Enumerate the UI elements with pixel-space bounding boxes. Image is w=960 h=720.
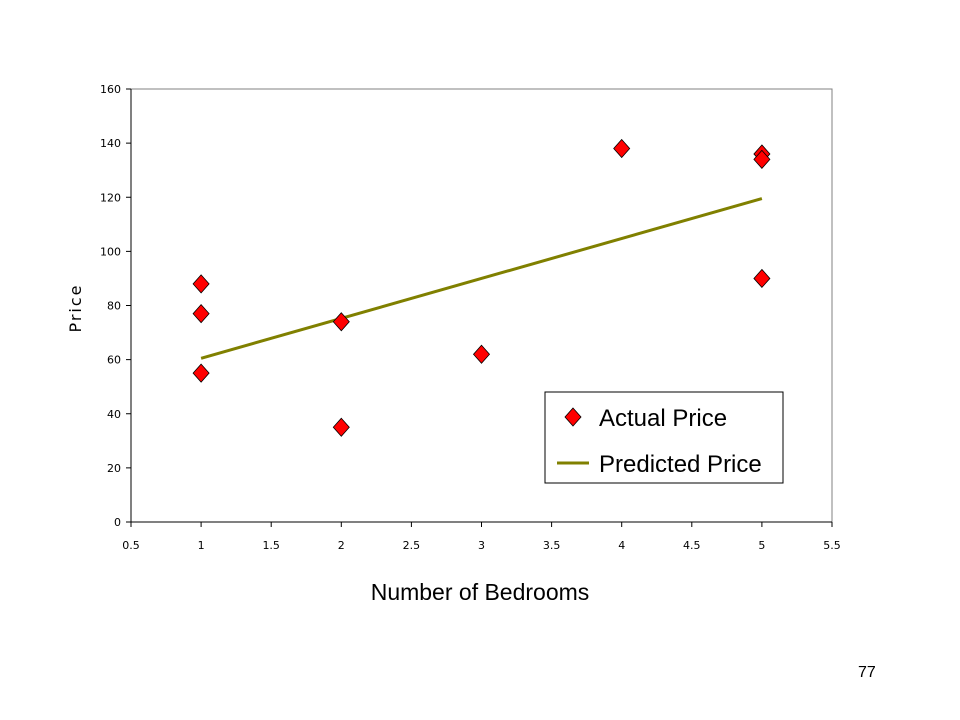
actual-price-point (332, 417, 350, 437)
x-tick-label: 5 (758, 539, 765, 552)
x-tick-label: 2 (338, 539, 345, 552)
y-tick-label: 60 (107, 354, 121, 367)
legend-box (544, 391, 784, 484)
legend-diamond-marker (564, 407, 582, 427)
page-number: 77 (858, 664, 876, 681)
y-tick-label: 140 (100, 137, 121, 150)
actual-price-point (332, 312, 350, 332)
x-tick-label: 3 (478, 539, 485, 552)
axes: 0 20 40 60 80 100 120 140 160 0.5 1 1.5 2 2.5 3 3.5 4 4.5… (100, 83, 841, 552)
x-tick-label: 2.5 (403, 539, 421, 552)
y-tick-label: 80 (107, 300, 121, 313)
x-tick-label: 4.5 (683, 539, 701, 552)
y-axis-label: Price (66, 283, 85, 332)
y-tick-label: 0 (114, 516, 121, 529)
predicted-price-line (200, 197, 763, 360)
actual-price-point (613, 138, 631, 159)
actual-price-point (472, 344, 491, 364)
x-tick-label: 1.5 (262, 539, 280, 552)
y-tick-label: 160 (100, 83, 121, 96)
actual-price-point (753, 268, 771, 289)
chart-marks (192, 138, 771, 437)
x-tick-label: 0.5 (122, 539, 140, 552)
actual-price-point (192, 363, 210, 383)
legend-label-predicted: Predicted Price (599, 451, 762, 478)
x-tick-label: 3.5 (543, 539, 561, 552)
x-tick-label: 1 (198, 539, 205, 552)
y-tick-label: 20 (107, 462, 121, 475)
y-tick-label: 120 (100, 191, 121, 204)
actual-price-point (753, 149, 771, 169)
legend: Actual Price Predicted Price (544, 391, 784, 484)
legend-label-actual: Actual Price (599, 405, 727, 432)
x-tick-label: 4 (618, 539, 625, 552)
x-tick-label: 5.5 (823, 539, 841, 552)
actual-price-point (192, 304, 210, 324)
actual-price-point (192, 274, 210, 294)
x-axis-label: Number of Bedrooms (371, 579, 590, 605)
y-tick-label: 100 (100, 245, 121, 258)
y-tick-label: 40 (107, 408, 121, 421)
